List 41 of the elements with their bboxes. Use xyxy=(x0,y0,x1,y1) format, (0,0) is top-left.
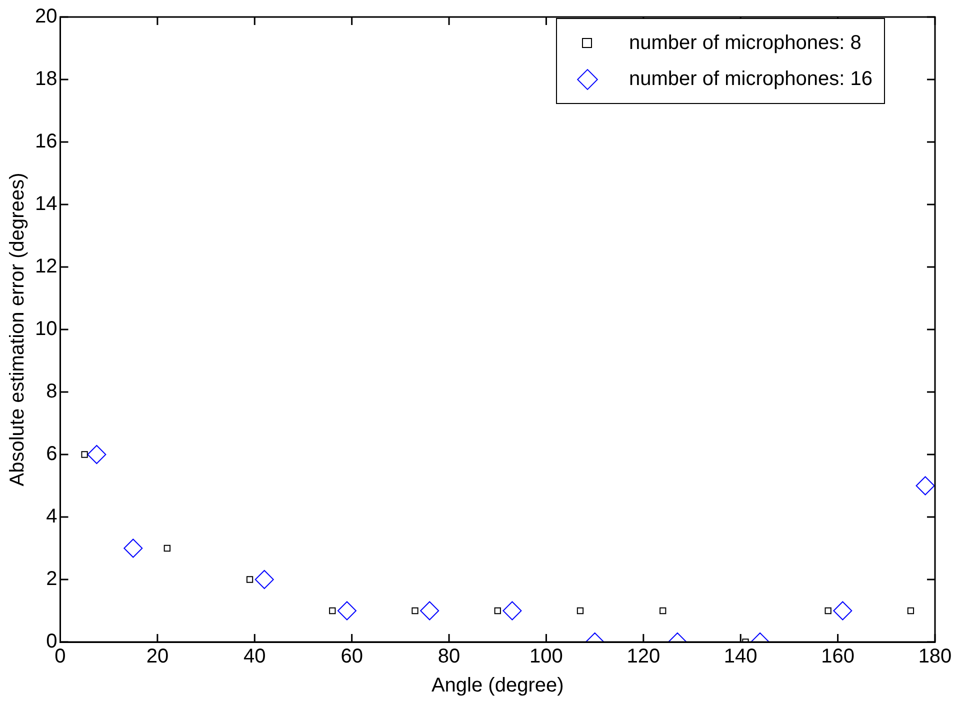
y-tick-label: 16 xyxy=(34,130,58,153)
point xyxy=(824,607,832,614)
point xyxy=(337,601,356,620)
point xyxy=(81,451,88,458)
y-tick-label: 4 xyxy=(46,506,58,528)
x-tick-label: 80 xyxy=(438,646,460,668)
y-tick-label: 2 xyxy=(46,568,58,590)
y-tick-label: 14 xyxy=(34,193,58,216)
point xyxy=(329,607,336,614)
legend-label: number of microphones: 16 xyxy=(629,68,872,90)
point xyxy=(87,445,106,464)
point xyxy=(124,538,143,558)
x-tick-label: 160 xyxy=(821,646,854,668)
legend-label: number of microphones: 8 xyxy=(629,32,862,54)
y-tick-label: 18 xyxy=(34,68,58,90)
point xyxy=(502,601,522,620)
y-tick-label: 10 xyxy=(34,318,58,340)
y-tick-label: 8 xyxy=(46,380,58,403)
point xyxy=(660,607,666,614)
x-tick-label: 180 xyxy=(918,646,952,668)
x-axis-title: Angle (degree) xyxy=(431,674,564,697)
point xyxy=(412,607,418,614)
point xyxy=(164,544,170,552)
y-axis-title: Absolute estimation error (degrees) xyxy=(6,172,29,486)
x-tick-label: 60 xyxy=(340,646,363,668)
point xyxy=(916,476,935,496)
x-tick-label: 120 xyxy=(626,646,660,668)
x-tick-label: 20 xyxy=(146,646,169,668)
y-tick-label: 20 xyxy=(34,6,58,28)
point xyxy=(254,570,274,589)
point xyxy=(246,576,254,583)
y-tick-label: 6 xyxy=(46,443,58,466)
x-tick-label: 40 xyxy=(244,646,266,668)
point xyxy=(420,601,440,620)
point xyxy=(576,607,584,614)
point xyxy=(833,601,852,620)
point xyxy=(494,607,501,614)
point xyxy=(907,607,914,614)
x-tick-label: 100 xyxy=(530,646,563,668)
y-tick-label: 12 xyxy=(34,256,58,278)
x-tick-label: 140 xyxy=(724,646,758,668)
